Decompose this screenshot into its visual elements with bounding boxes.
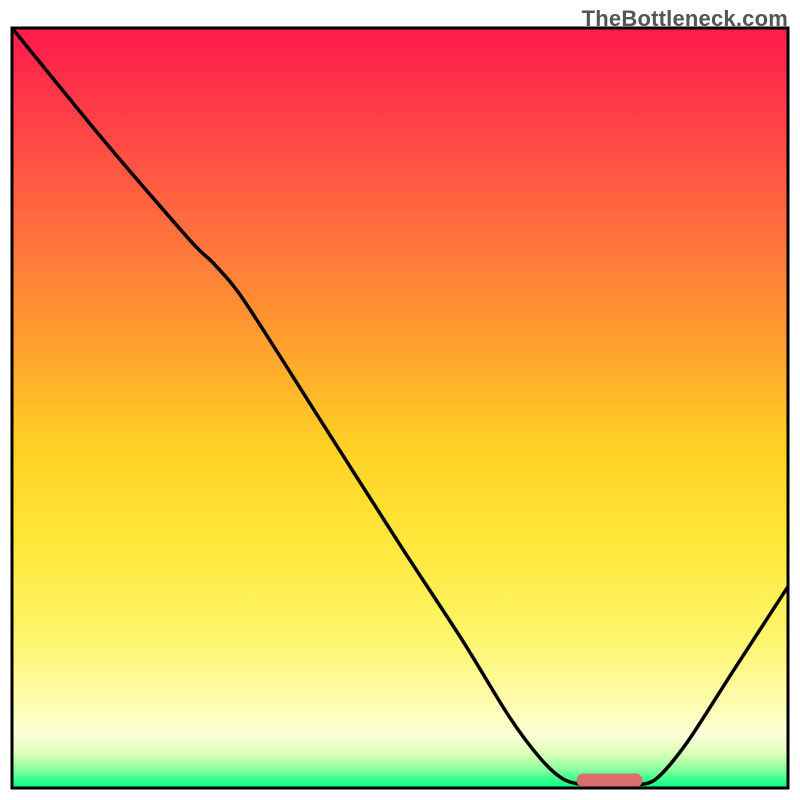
optimal-zone-marker [577,774,643,788]
chart-canvas [0,0,800,800]
gradient-background [12,28,788,788]
watermark-text: TheBottleneck.com [582,6,788,32]
bottleneck-chart: TheBottleneck.com [0,0,800,800]
